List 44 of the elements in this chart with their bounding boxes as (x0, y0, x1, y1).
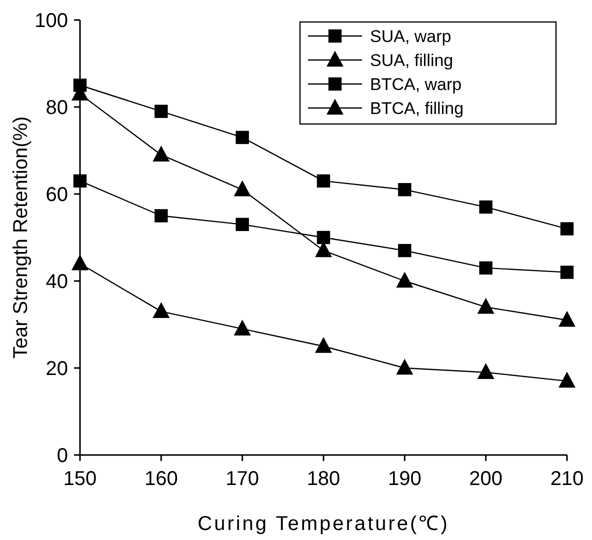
point (153, 302, 170, 318)
point (154, 104, 168, 118)
y-axis-title: Tear Strength Retention(%) (10, 116, 32, 359)
point (479, 200, 492, 214)
point (154, 209, 168, 222)
x-tick-label: 190 (388, 468, 422, 490)
y-tick-label: 80 (46, 97, 68, 119)
legend-label: SUA, filling (370, 50, 454, 70)
point (560, 222, 574, 236)
y-tick-label: 40 (46, 271, 68, 293)
point (316, 174, 330, 188)
point (396, 359, 413, 375)
point (236, 218, 249, 232)
point (558, 372, 576, 388)
y-tick-label: 60 (46, 184, 68, 206)
x-tick-label: 150 (63, 468, 97, 490)
point (73, 174, 87, 188)
point (316, 230, 330, 244)
point (478, 364, 494, 379)
legend-label: BTCA, filling (370, 98, 464, 118)
x-tick-label: 210 (550, 468, 584, 490)
x-axis-title: Curing Temperature(℃) (198, 513, 450, 535)
point (398, 244, 412, 258)
legend-label: BTCA, warp (370, 74, 462, 94)
y-tick-label: 0 (56, 445, 68, 467)
x-tick-label: 180 (306, 468, 340, 490)
point (315, 338, 332, 353)
point (236, 130, 249, 144)
point (479, 261, 492, 275)
x-tick-label: 170 (226, 468, 260, 490)
point (398, 183, 412, 196)
legend-label: SUA, warp (370, 26, 452, 46)
x-tick-label: 200 (469, 468, 503, 490)
point (72, 255, 88, 270)
y-tick-label: 100 (34, 10, 68, 32)
point (396, 272, 413, 288)
point (558, 312, 576, 327)
point (234, 320, 250, 336)
point (153, 146, 170, 162)
point (478, 298, 494, 314)
point (560, 266, 574, 279)
y-tick-label: 20 (46, 358, 68, 380)
point (234, 181, 250, 196)
x-tick-label: 160 (144, 468, 178, 490)
